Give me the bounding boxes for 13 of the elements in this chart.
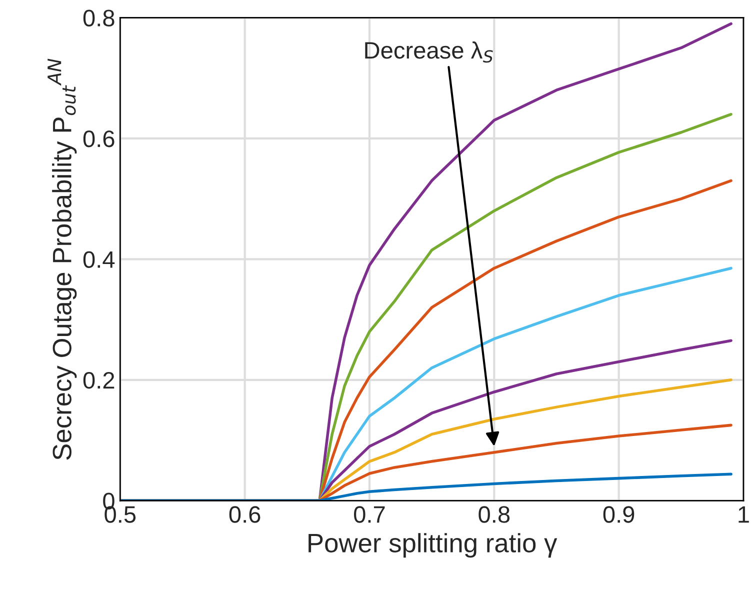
x-tick-label: 1	[738, 506, 749, 523]
annotation: Decrease λ$_{S}$	[365, 41, 493, 63]
y-tick-label: 0.2	[83, 372, 114, 389]
y-tick-label: 0.6	[83, 130, 114, 148]
x-tick-label: 0.9	[603, 506, 634, 523]
x-tick-label: 0.7	[354, 506, 385, 523]
x-tick-label: 0.8	[478, 506, 510, 523]
y-tick-label: 0.4	[83, 251, 115, 268]
x-axis-title: Power splitting ratio γ	[308, 533, 558, 558]
y-axis-title: Secrecy Outage Probability P$_{out}$$^{AN}$	[48, 58, 77, 460]
x-tick-label: 0.6	[229, 506, 260, 523]
line-series	[120, 472, 732, 501]
y-tick-label: 0.8	[83, 10, 114, 26]
